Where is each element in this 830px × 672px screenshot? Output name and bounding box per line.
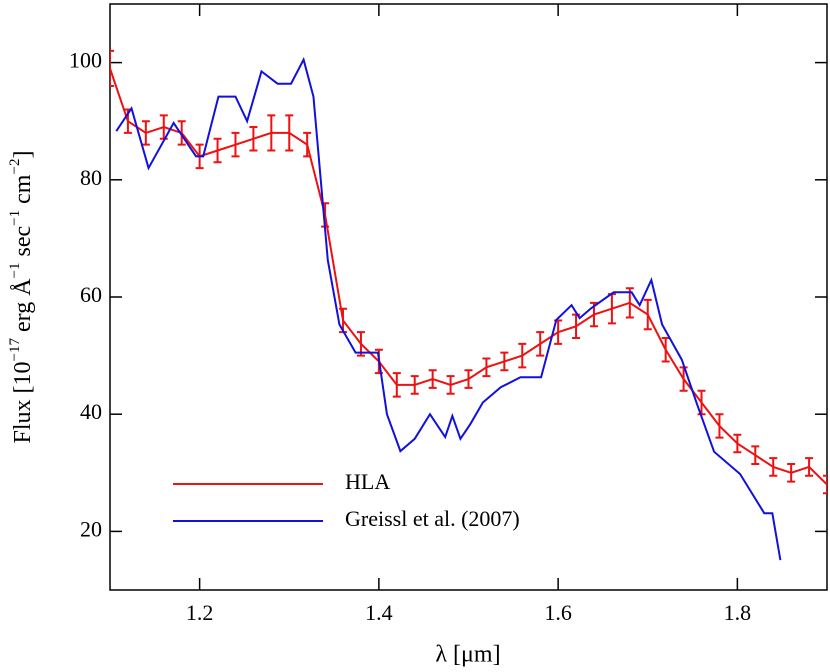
error-bar — [446, 375, 455, 395]
error-bar — [303, 131, 312, 158]
x-tick-label: 1.4 — [365, 600, 393, 625]
x-axis-title: λ [μm] — [435, 642, 500, 668]
error-bar — [339, 307, 348, 334]
error-bar — [410, 375, 419, 395]
error-bar — [805, 457, 814, 477]
x-tick-label: 1.6 — [544, 600, 572, 625]
error-bar — [787, 463, 796, 483]
y-tick-label: 80 — [80, 165, 102, 190]
error-bar — [267, 114, 276, 152]
error-bar — [500, 351, 509, 372]
series-line — [115, 56, 782, 561]
error-bar — [823, 474, 827, 495]
y-tick-label: 60 — [80, 282, 102, 307]
error-bar — [715, 413, 724, 439]
error-bar — [110, 49, 114, 88]
error-bar — [177, 120, 186, 146]
error-bar — [769, 457, 778, 477]
plot-area — [110, 49, 827, 561]
y-tick-label: 20 — [80, 516, 102, 541]
legend-label: HLA — [345, 469, 390, 494]
error-bar — [572, 313, 581, 340]
x-tick-label: 1.2 — [186, 600, 214, 625]
error-bar — [482, 357, 491, 378]
error-bar — [733, 433, 742, 454]
error-bar — [751, 445, 760, 466]
error-bar — [231, 131, 240, 158]
y-tick-label: 100 — [69, 48, 102, 73]
error-bar — [464, 369, 473, 389]
legend-label: Greissl et al. (2007) — [345, 506, 520, 531]
y-tick-label: 40 — [80, 399, 102, 424]
error-bar — [661, 337, 670, 363]
error-bar — [518, 342, 527, 369]
error-bar — [392, 372, 401, 398]
error-bar — [141, 120, 150, 146]
y-axis-title: Flux [10−17 erg Å−1 sec−1 cm−2] — [7, 151, 35, 444]
x-tick-label: 1.8 — [724, 600, 752, 625]
error-bar — [536, 331, 545, 357]
error-bar — [428, 369, 437, 389]
error-bar — [643, 298, 652, 331]
error-bar — [249, 126, 258, 152]
error-bar — [285, 114, 294, 152]
plot-frame — [109, 3, 828, 591]
error-bar — [213, 137, 222, 164]
